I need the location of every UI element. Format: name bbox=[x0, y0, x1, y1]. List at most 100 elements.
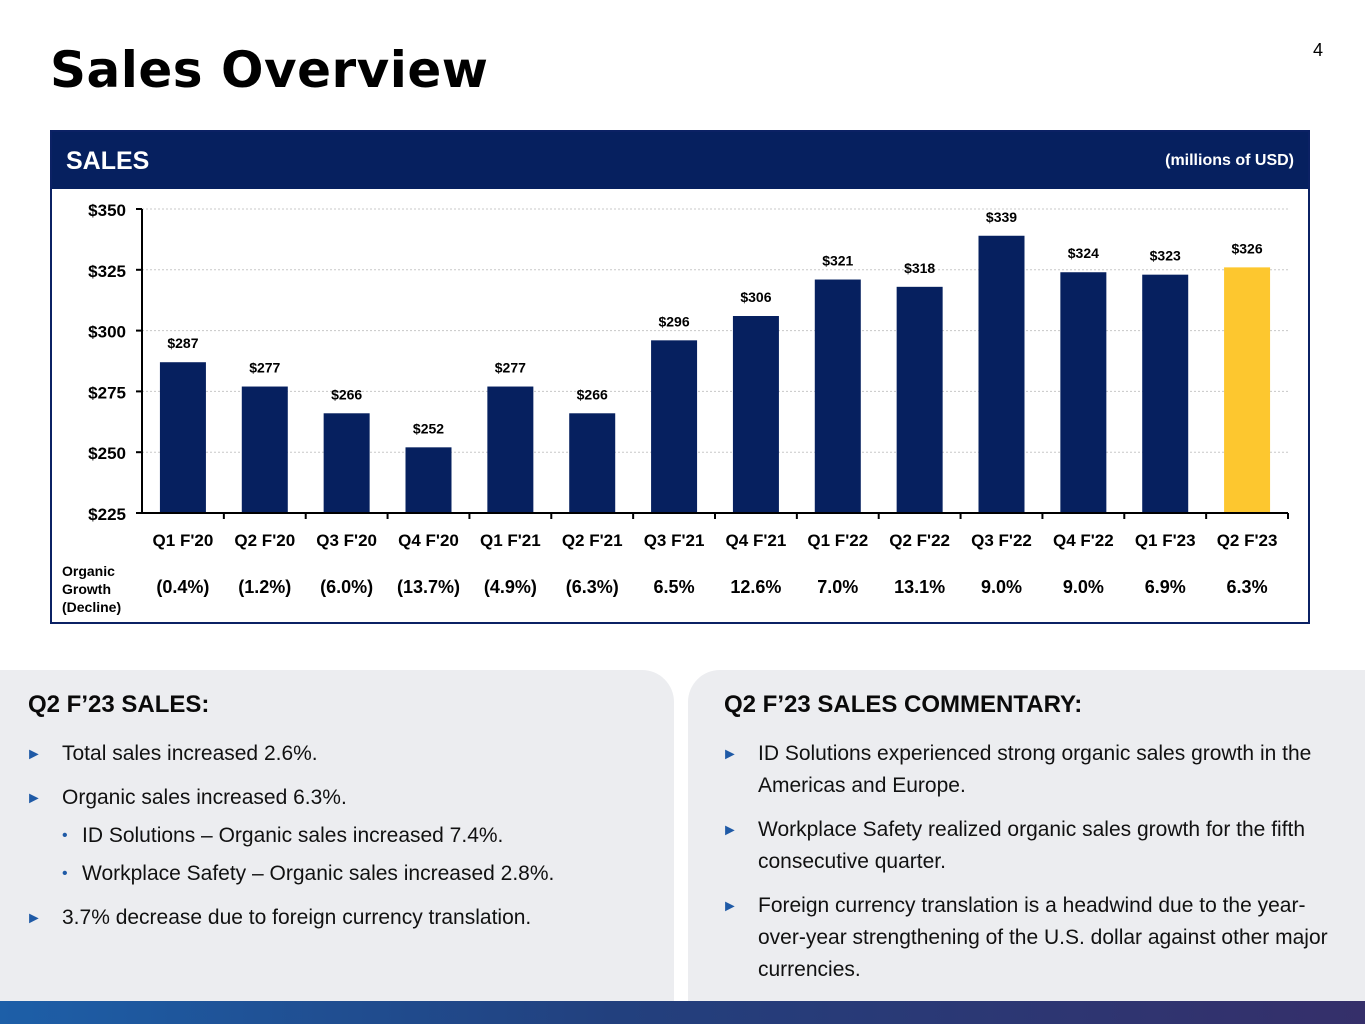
organic-growth-value: 9.0% bbox=[981, 577, 1022, 597]
y-tick-label: $275 bbox=[88, 383, 126, 402]
organic-growth-value: 12.6% bbox=[730, 577, 781, 597]
sales-summary-bullet-text: Workplace Safety – Organic sales increas… bbox=[82, 862, 555, 885]
page-number: 4 bbox=[1312, 40, 1323, 60]
sales-summary-box: Q2 F’23 SALES: ► Total sales increased 2.… bbox=[0, 670, 674, 1002]
bar bbox=[814, 279, 861, 513]
bar bbox=[323, 413, 370, 513]
organic-growth-value: (6.3%) bbox=[566, 577, 619, 597]
bar bbox=[159, 362, 206, 513]
sales-summary-bullet-text: ID Solutions – Organic sales increased 7… bbox=[82, 824, 504, 847]
bar-value-label: $339 bbox=[986, 209, 1017, 225]
bar-value-label: $323 bbox=[1150, 248, 1181, 264]
sales-summary-sub-bullet: • ID Solutions – Organic sales increased … bbox=[62, 820, 652, 852]
organic-growth-value: (1.2%) bbox=[238, 577, 291, 597]
x-tick-label: Q2 F'23 bbox=[1217, 531, 1278, 550]
bar bbox=[896, 286, 943, 513]
organic-growth-value: (4.9%) bbox=[484, 577, 537, 597]
bar bbox=[651, 340, 698, 513]
bar bbox=[487, 386, 534, 513]
bar-value-label: $266 bbox=[577, 386, 608, 402]
x-tick-label: Q1 F'23 bbox=[1135, 531, 1196, 550]
x-tick-label: Q2 F'22 bbox=[889, 531, 950, 550]
bar bbox=[978, 235, 1025, 513]
sales-summary-bullet-text: Organic sales increased 6.3%. bbox=[62, 786, 347, 809]
organic-growth-label: Organic bbox=[62, 563, 115, 579]
x-tick-label: Q3 F'21 bbox=[644, 531, 705, 550]
organic-growth-value: 6.5% bbox=[654, 577, 695, 597]
triangle-bullet-icon: ► bbox=[722, 822, 738, 839]
organic-growth-value: 13.1% bbox=[894, 577, 945, 597]
sales-summary-heading: Q2 F’23 SALES: bbox=[28, 691, 210, 718]
sales-summary-bullet: ► 3.7% decrease due to foreign currency t… bbox=[26, 902, 652, 934]
sales-summary-sub-bullet: • Workplace Safety – Organic sales increa… bbox=[62, 858, 652, 890]
triangle-bullet-icon: ► bbox=[722, 746, 738, 763]
dot-bullet-icon: • bbox=[62, 827, 68, 844]
panel-units: (millions of USD) bbox=[1165, 152, 1294, 169]
y-tick-label: $300 bbox=[88, 323, 126, 342]
x-tick-label: Q1 F'22 bbox=[807, 531, 868, 550]
triangle-bullet-icon: ► bbox=[26, 910, 42, 927]
bar-value-label: $318 bbox=[904, 260, 935, 276]
bar bbox=[1142, 274, 1189, 513]
bar-value-label: $252 bbox=[413, 420, 444, 436]
sales-summary-bullet: ► Organic sales increased 6.3%. bbox=[26, 782, 652, 814]
organic-growth-value: 6.9% bbox=[1145, 577, 1186, 597]
sales-commentary-bullet: ► Workplace Safety realized organic sales… bbox=[722, 814, 1338, 878]
bar-value-label: $306 bbox=[740, 289, 771, 305]
x-tick-label: Q4 F'20 bbox=[398, 531, 459, 550]
bar-value-label: $277 bbox=[249, 360, 280, 376]
sales-commentary-bullet-text: Workplace Safety realized organic sales … bbox=[758, 818, 1306, 873]
triangle-bullet-icon: ► bbox=[722, 898, 738, 915]
organic-growth-value: 6.3% bbox=[1227, 577, 1268, 597]
bar bbox=[241, 386, 288, 513]
bar-value-label: $321 bbox=[822, 253, 853, 269]
sales-summary-bullet: ► Total sales increased 2.6%. bbox=[26, 738, 652, 770]
x-tick-label: Q3 F'22 bbox=[971, 531, 1032, 550]
bar-value-label: $277 bbox=[495, 360, 526, 376]
sales-commentary-box: Q2 F’23 SALES COMMENTARY: ► ID Solutions … bbox=[688, 670, 1365, 1002]
bar-value-label: $296 bbox=[658, 313, 689, 329]
organic-growth-value: 7.0% bbox=[817, 577, 858, 597]
sales-summary-bullet-text: Total sales increased 2.6%. bbox=[62, 742, 318, 765]
bar-value-label: $287 bbox=[167, 335, 198, 351]
sales-commentary-heading: Q2 F’23 SALES COMMENTARY: bbox=[724, 691, 1083, 718]
sales-commentary-bullet-text: ID Solutions experienced strong organic … bbox=[758, 742, 1312, 797]
triangle-bullet-icon: ► bbox=[26, 746, 42, 763]
organic-growth-label: Growth bbox=[62, 581, 111, 597]
x-tick-label: Q2 F'21 bbox=[562, 531, 623, 550]
bar bbox=[1224, 267, 1271, 513]
bar bbox=[732, 316, 779, 513]
bar bbox=[1060, 272, 1107, 513]
y-tick-label: $350 bbox=[88, 201, 126, 220]
sales-summary-list: ► Total sales increased 2.6%. ► Organic sal… bbox=[26, 738, 652, 934]
sales-bar-chart: $225 $250 $275 $300 $325 $350 $287 Q1 F'20 (0.4%… bbox=[62, 201, 1289, 615]
y-tick-label: $225 bbox=[88, 505, 126, 524]
sales-commentary-bullet: ► Foreign currency translation is a headw… bbox=[722, 890, 1338, 986]
x-tick-label: Q1 F'20 bbox=[153, 531, 214, 550]
bar-value-label: $324 bbox=[1068, 245, 1099, 261]
sales-summary-bullet-text: 3.7% decrease due to foreign currency tr… bbox=[62, 906, 532, 929]
bar-value-label: $326 bbox=[1231, 240, 1262, 256]
bar bbox=[569, 413, 616, 513]
organic-growth-label: (Decline) bbox=[62, 599, 121, 615]
organic-growth-value: (0.4%) bbox=[156, 577, 209, 597]
x-tick-label: Q4 F'22 bbox=[1053, 531, 1114, 550]
sales-commentary-list: ► ID Solutions experienced strong organic… bbox=[722, 738, 1338, 986]
x-tick-label: Q2 F'20 bbox=[234, 531, 295, 550]
panel-header: SALES (millions of USD) bbox=[52, 132, 1308, 189]
x-tick-label: Q4 F'21 bbox=[726, 531, 787, 550]
y-tick-label: $250 bbox=[88, 444, 126, 463]
organic-growth-value: (6.0%) bbox=[320, 577, 373, 597]
dot-bullet-icon: • bbox=[62, 865, 68, 882]
sales-commentary-bullet-text: Foreign currency translation is a headwi… bbox=[758, 894, 1328, 981]
bar bbox=[405, 447, 452, 513]
bar-value-label: $266 bbox=[331, 386, 362, 402]
x-tick-label: Q1 F'21 bbox=[480, 531, 541, 550]
panel-title: SALES bbox=[66, 147, 150, 175]
x-tick-label: Q3 F'20 bbox=[316, 531, 377, 550]
sales-commentary-bullet: ► ID Solutions experienced strong organic… bbox=[722, 738, 1338, 802]
footer-bar bbox=[0, 1001, 1365, 1024]
organic-growth-value: (13.7%) bbox=[397, 577, 460, 597]
triangle-bullet-icon: ► bbox=[26, 790, 42, 807]
organic-growth-value: 9.0% bbox=[1063, 577, 1104, 597]
